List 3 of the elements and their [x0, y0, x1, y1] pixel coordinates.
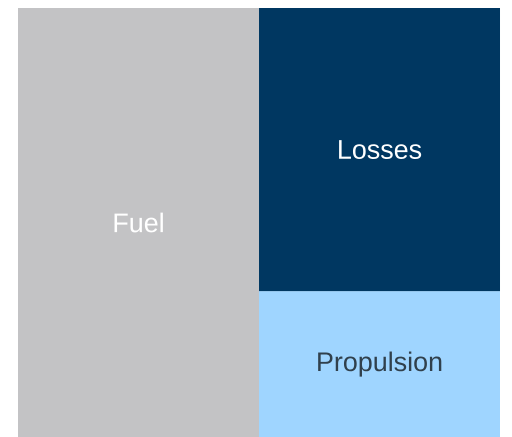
series-label: Fuel: [114, 212, 163, 232]
series-label: Losses: [339, 140, 422, 159]
series-label: Propulsion: [318, 352, 442, 377]
